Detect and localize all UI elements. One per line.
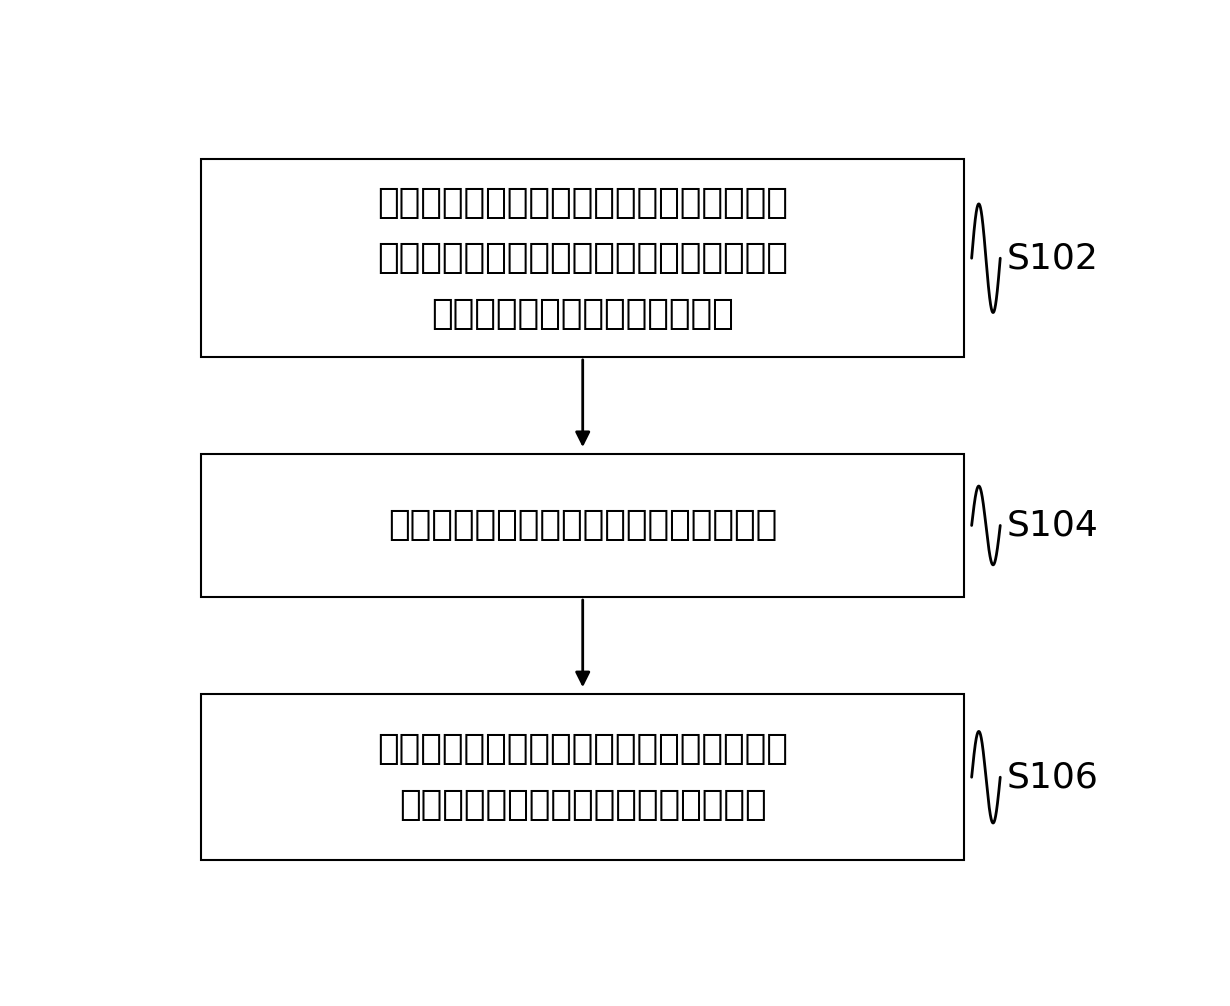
Text: 接收第一信号，其中，由信号发生器将原始
信号发送至第一电力仪器后，第一电力仪器
对原始信号处理后得到第一信号: 接收第一信号，其中，由信号发生器将原始 信号发送至第一电力仪器后，第一电力仪器 … [378,186,788,331]
Text: 判断第一信号是否满足预设信号检测条件: 判断第一信号是否满足预设信号检测条件 [389,508,777,542]
Text: 若第一信号不满足预设信号检测条件，则确
定第一电力仪器性能异常，并进行告警: 若第一信号不满足预设信号检测条件，则确 定第一电力仪器性能异常，并进行告警 [378,732,788,822]
Text: S104: S104 [1007,508,1098,542]
Text: S106: S106 [1007,761,1098,794]
Bar [202,160,964,357]
Bar [202,454,964,598]
Text: S102: S102 [1007,241,1098,276]
Bar [202,694,964,860]
